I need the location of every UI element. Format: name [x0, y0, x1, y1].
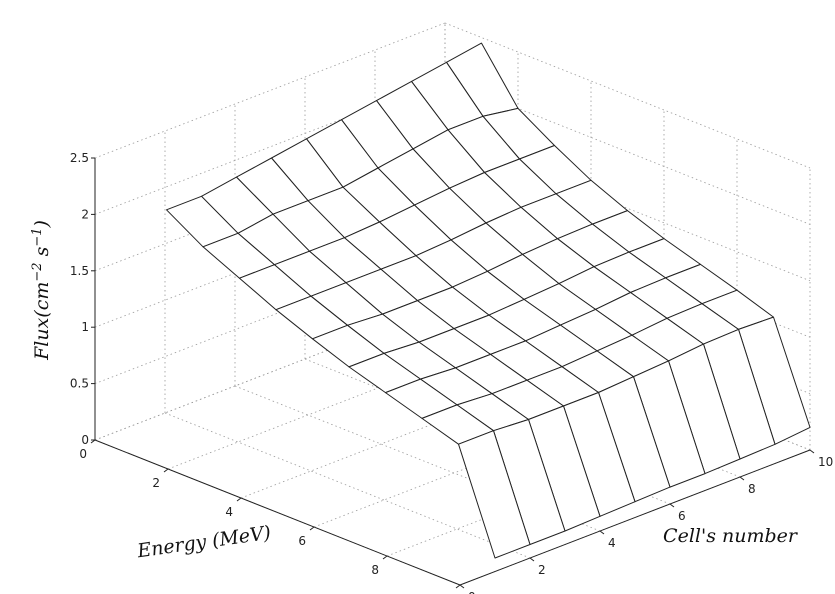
energy-tick-mark [236, 497, 242, 502]
cells-tick-label: 10 [818, 455, 833, 469]
cells-tick-mark [739, 476, 745, 481]
flux-tick-label: 2 [81, 207, 89, 221]
energy-tick-label: 4 [225, 505, 233, 519]
cells-tick-mark [459, 584, 465, 589]
y-axis-label: Cell's number [663, 525, 799, 547]
flux-tick-label: 1 [81, 320, 89, 334]
energy-tick-label: 2 [152, 476, 160, 490]
energy-tick-mark [163, 468, 169, 473]
surface-cell [458, 430, 531, 559]
cells-tick-mark [599, 530, 605, 535]
cells-tick-label: 8 [748, 482, 756, 496]
energy-axis-line [94, 439, 461, 586]
energy-tick-mark [90, 439, 96, 444]
energy-tick-label: 10 [437, 592, 452, 594]
cells-tick-label: 2 [538, 563, 546, 577]
flux-tick-label: 0.5 [70, 377, 89, 391]
energy-tick-mark [382, 555, 388, 560]
tick-labels: 0 0.5 1 1.5 2 2.5 0 2 4 6 8 10 0 2 4 6 8 10 [70, 151, 833, 594]
cells-tick-label: 4 [608, 536, 616, 550]
energy-tick-label: 8 [371, 563, 379, 577]
energy-tick-mark [455, 584, 461, 589]
flux-tick-label: 1.5 [70, 264, 89, 278]
flux-tick-label: 2.5 [70, 151, 89, 165]
energy-tick-label: 6 [298, 534, 306, 548]
x-axis-label: Energy (MeV) [135, 522, 272, 563]
flux-tick-label: 0 [81, 433, 89, 447]
cells-tick-mark [529, 557, 535, 562]
cells-tick-label: 6 [678, 509, 686, 523]
z-axis-label-end: ) [31, 220, 53, 228]
surface-mesh [166, 42, 811, 559]
axis-lines [94, 158, 811, 586]
cells-tick-mark [669, 503, 675, 508]
cells-tick-label: 0 [468, 590, 476, 594]
cells-tick-mark [809, 449, 815, 454]
z-axis-label-mid: s [31, 246, 53, 262]
z-axis-label: Flux(cm−2 s−1) [30, 220, 54, 361]
z-axis-label-exp1: −2 [30, 262, 45, 281]
cells-axis-line [459, 449, 811, 586]
z-axis-label-exp2: −1 [30, 227, 45, 246]
energy-tick-label: 0 [79, 447, 87, 461]
z-axis-label-base: Flux(cm [31, 282, 53, 361]
energy-tick-mark [309, 526, 315, 531]
